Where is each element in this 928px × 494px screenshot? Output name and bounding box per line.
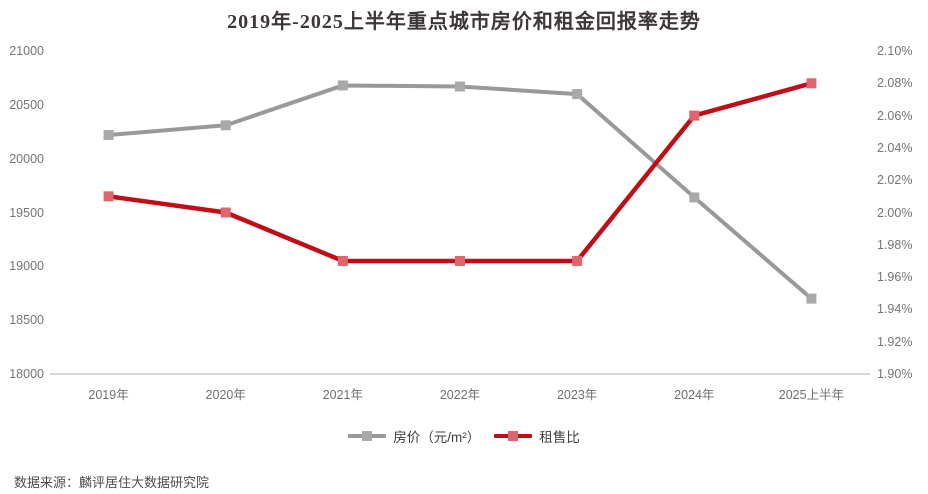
price-series-marker <box>806 293 817 304</box>
x-axis-label: 2024年 <box>674 388 715 402</box>
legend-label-price: 房价（元/m²） <box>393 430 481 445</box>
price-series-marker <box>103 129 114 140</box>
ratio-series-marker <box>806 78 817 89</box>
left-axis-tick: 18500 <box>9 313 44 328</box>
ratio-series-marker <box>689 110 700 121</box>
ratio-series-marker <box>220 207 231 218</box>
legend: 房价（元/m²） 租售比 <box>0 426 928 446</box>
ratio-series-marker <box>455 255 465 266</box>
right-axis-tick: 1.98% <box>877 237 913 252</box>
chart-title: 2019年-2025上半年重点城市房价和租金回报率走势 <box>227 11 701 33</box>
right-axis-tick: 2.00% <box>877 205 913 220</box>
x-axis-label: 2022年 <box>439 388 481 402</box>
price-series-line <box>106 83 814 301</box>
right-axis-tick: 2.08% <box>877 76 913 91</box>
price-series-swatch <box>348 431 387 441</box>
right-axis-tick: 2.06% <box>877 108 913 123</box>
ratio-series-marker <box>572 255 583 266</box>
ratio-series-swatch <box>494 431 533 441</box>
legend-label-ratio: 租售比 <box>539 430 580 445</box>
right-axis-tick: 2.02% <box>877 173 913 188</box>
price-series-marker <box>455 81 465 92</box>
left-axis-tick: 19500 <box>9 205 44 220</box>
ratio-series-marker <box>103 191 114 202</box>
legend-item-ratio: 租售比 <box>494 426 580 446</box>
price-series-marker <box>689 192 700 203</box>
x-axis-label: 2025上半年 <box>778 388 845 402</box>
right-axis-tick: 1.94% <box>877 302 913 317</box>
ratio-series-marker-icon <box>508 431 519 441</box>
ratio-series-line <box>106 81 814 264</box>
left-axis-tick: 18000 <box>9 367 44 381</box>
ratio-series-marker <box>337 255 348 266</box>
price-series-marker <box>337 80 348 91</box>
right-axis-tick: 1.92% <box>877 334 913 349</box>
legend-item-price: 房价（元/m²） <box>348 426 480 446</box>
x-axis-label: 2019年 <box>88 388 129 402</box>
right-axis-tick: 2.04% <box>877 140 913 155</box>
right-axis-tick: 1.96% <box>877 270 913 285</box>
left-axis-tick: 19000 <box>9 259 44 274</box>
price-series-marker <box>572 89 583 100</box>
right-axis-tick: 1.90% <box>877 367 913 381</box>
x-axis-label: 2020年 <box>205 388 246 402</box>
left-axis-tick: 20500 <box>9 97 44 112</box>
right-axis-tick: 2.10% <box>877 44 913 58</box>
data-source: 数据来源：麟评居住大数据研究院 <box>14 475 210 490</box>
price-series-marker-icon <box>362 431 373 441</box>
x-axis-label: 2021年 <box>322 388 363 402</box>
left-axis-tick: 20000 <box>9 151 44 166</box>
price-series-marker <box>220 120 231 131</box>
left-axis-tick: 21000 <box>9 44 44 58</box>
x-axis-label: 2023年 <box>556 388 598 402</box>
